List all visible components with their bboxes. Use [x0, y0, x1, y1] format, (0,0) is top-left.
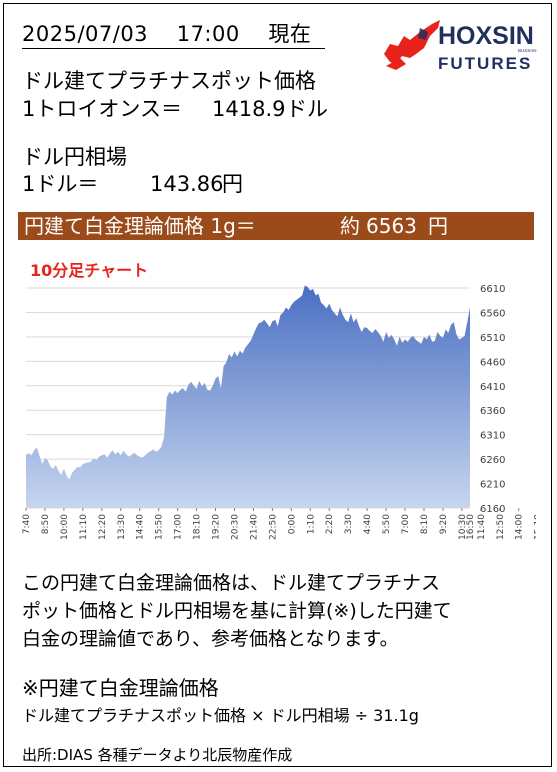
banner-unit: 円: [428, 214, 448, 238]
x-tick-label: 4:40: [363, 514, 373, 534]
x-tick-label: 14:40: [136, 514, 146, 540]
fx-prefix: 1ドル＝: [22, 172, 99, 196]
x-tick-label: 21:40: [249, 514, 259, 540]
y-tick-label: 6160: [480, 504, 505, 515]
x-tick-label: 13:30: [117, 514, 127, 540]
x-tick-label: 19:20: [212, 514, 222, 540]
x-tick-label: 5:50: [382, 514, 392, 534]
source-note: 出所:DIAS 各種データより北辰物産作成: [22, 746, 293, 764]
x-tick-label: 7:00: [401, 514, 411, 534]
logo-sub: FUTURES: [438, 54, 532, 73]
explanation-line-3: 白金の理論値であり、参考価格となります。: [22, 628, 399, 650]
explanation-line-2: ポット価格とドル円相場を基に計算(※)した円建て: [22, 600, 452, 622]
banner-label: 円建て白金理論価格 1g＝: [24, 214, 256, 238]
y-tick-label: 6260: [480, 455, 505, 466]
x-tick-label: 12:50: [496, 514, 506, 540]
x-tick-label: 11:40: [477, 514, 487, 540]
formula-title: ※円建て白金理論価格: [22, 676, 219, 700]
x-tick-label: 10:30: [458, 514, 468, 540]
theory-price-banner: 円建て白金理論価格 1g＝ 約 6563 円: [18, 212, 534, 240]
platinum-title: ドル建てプラチナスポット価格: [22, 69, 316, 93]
x-tick-label: 8:50: [41, 514, 51, 534]
price-area: [26, 285, 470, 508]
fx-value: 143.86: [150, 172, 224, 196]
formula-text: ドル建てプラチナスポット価格 × ドル円相場 ÷ 31.1g: [22, 706, 419, 725]
fx-unit: 円: [222, 172, 243, 196]
banner-approx: 約: [340, 214, 360, 238]
price-chart: 6610 6560 6510 6460 6410 6360 6310 6260 6210 6160…: [22, 284, 536, 540]
y-tick-label: 6460: [480, 357, 505, 368]
x-tick-label: 7:40: [22, 514, 32, 534]
x-tick-label: 17:00: [174, 514, 184, 540]
banner-value: 6563: [366, 214, 417, 238]
x-tick-label: 18:10: [193, 514, 203, 540]
y-tick-label: 6410: [480, 382, 505, 393]
platinum-value: 1418.9: [212, 97, 286, 121]
x-tick-label: 20:30: [230, 514, 240, 540]
logo-mark-icon: [384, 20, 440, 70]
explanation-line-1: この円建て白金理論価格は、ドル建てプラチナス: [22, 572, 441, 594]
x-tick-label: 2:20: [325, 514, 335, 534]
page-frame: [3, 3, 552, 767]
y-tick-label: 6360: [480, 406, 505, 417]
y-tick-label: 6210: [480, 480, 505, 491]
x-tick-label: 14:00: [515, 514, 525, 540]
logo-brand: HOXSIN: [438, 22, 534, 50]
x-tick-label: 12:20: [98, 514, 108, 540]
x-tick-label: 8:10: [420, 514, 430, 534]
logo-tiny: BUSSAN: [518, 48, 537, 53]
chart-title: 10分足チャート: [30, 261, 149, 280]
x-tick-label: 9:20: [439, 514, 449, 534]
x-tick-label: 10:00: [60, 514, 70, 540]
x-tick-label: 16:50: [466, 514, 476, 540]
y-tick-label: 6560: [480, 308, 505, 319]
x-tick-label: 11:10: [79, 514, 89, 540]
x-tick-label: 1:10: [306, 514, 316, 534]
x-tick-label: 3:30: [344, 514, 354, 534]
platinum-prefix: 1トロイオンス＝: [22, 97, 182, 121]
y-tick-label: 6510: [480, 333, 505, 344]
x-tick-label: 15:50: [155, 514, 165, 540]
x-tick-label: 22:50: [268, 514, 278, 540]
hoxsin-logo: HOXSIN BUSSAN FUTURES: [384, 20, 537, 73]
y-tick-label: 6610: [480, 284, 505, 295]
platinum-unit: ドル: [286, 97, 328, 121]
fx-title: ドル円相場: [22, 145, 127, 169]
x-tick-label: 0:00: [287, 514, 297, 534]
datetime-label: 2025/07/03 17:00 現在: [22, 20, 326, 49]
y-tick-label: 6310: [480, 431, 505, 442]
x-tick-label: 15:10: [534, 514, 536, 540]
